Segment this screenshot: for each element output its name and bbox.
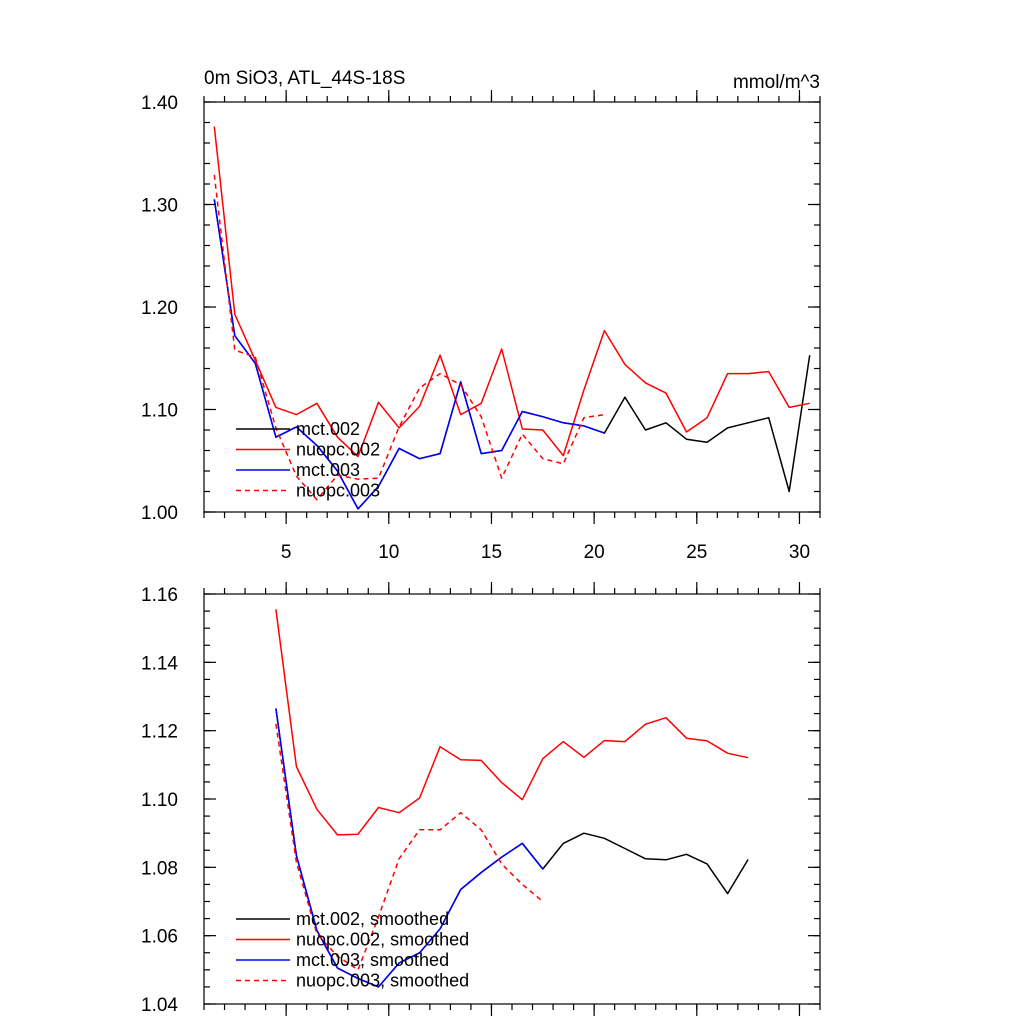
series-line-mct-003 bbox=[213, 199, 605, 510]
series-line-nuopc-002 bbox=[213, 126, 810, 458]
x-tick-label: 5 bbox=[281, 542, 292, 563]
legend-label: nuopc.002 bbox=[296, 440, 380, 460]
y-tick-label: 1.20 bbox=[141, 298, 178, 319]
y-tick-label: 1.00 bbox=[141, 503, 178, 524]
top-panel: 1.001.101.201.301.405 10 15 20 25 30mct.002nu… bbox=[141, 90, 821, 563]
legend-label: nuopc.003, smoothed bbox=[296, 971, 469, 991]
y-tick-label: 1.16 bbox=[141, 585, 178, 606]
x-tick-label: 15 bbox=[481, 542, 502, 563]
legend-label: mct.002 bbox=[296, 419, 360, 439]
y-tick-label: 1.04 bbox=[141, 995, 178, 1016]
y-tick-label: 1.30 bbox=[141, 196, 178, 217]
x-tick-label: 20 bbox=[584, 542, 605, 563]
legend-label: mct.002, smoothed bbox=[296, 909, 449, 929]
bottom-panel: 1.04 1.06 1.08 1.10 1.12 1.14 1.16 mct.002, smo… bbox=[141, 582, 821, 1016]
chart-title: 0m SiO3, ATL_44S-18S bbox=[204, 68, 405, 89]
x-tick-label: 30 bbox=[789, 542, 810, 563]
legend-label: mct.003 bbox=[296, 460, 360, 480]
y-tick-label: 1.14 bbox=[141, 653, 178, 674]
legend-label: nuopc.002, smoothed bbox=[296, 930, 469, 950]
legend-label: nuopc.003 bbox=[296, 481, 380, 501]
legend-label: mct.003, smoothed bbox=[296, 950, 449, 970]
series-line-nuopc-003 bbox=[213, 174, 605, 501]
y-tick-label: 1.06 bbox=[141, 927, 178, 948]
y-tick-label: 1.08 bbox=[141, 858, 178, 879]
x-tick-label: 25 bbox=[686, 542, 707, 563]
y-tick-label: 1.10 bbox=[141, 401, 178, 422]
units-label: mmol/m^3 bbox=[733, 72, 820, 93]
y-tick-label: 1.12 bbox=[141, 722, 178, 743]
y-tick-label: 1.40 bbox=[141, 93, 178, 114]
y-tick-label: 1.10 bbox=[141, 790, 178, 811]
x-tick-label: 10 bbox=[378, 542, 399, 563]
series-line-nuopc-003-smoothed bbox=[275, 723, 544, 971]
series-line-nuopc-002-smoothed bbox=[275, 609, 749, 836]
